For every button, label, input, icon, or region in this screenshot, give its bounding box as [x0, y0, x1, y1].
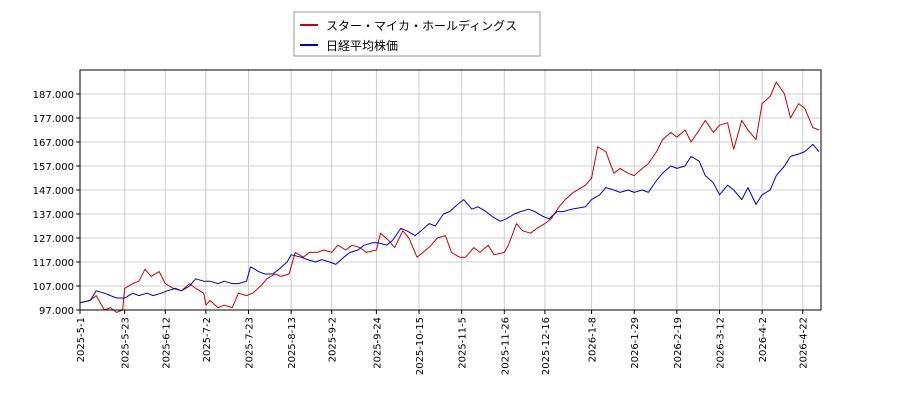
y-tick-label: 97.000	[39, 306, 74, 317]
y-tick-label: 107.000	[33, 282, 74, 293]
x-tick-label: 2026-1-29	[630, 317, 641, 369]
x-tick-label: 2026-1-8	[588, 317, 599, 362]
x-tick-label: 2026-4-2	[758, 317, 769, 362]
series-line-0	[79, 81, 820, 313]
x-tick-label: 2025-10-15	[415, 317, 426, 375]
legend-label-series-0: スター・マイカ・ホールディングス	[326, 18, 517, 33]
y-tick-label: 137.000	[33, 210, 74, 221]
x-axis: 2025-5-1 2025-5-23 2025-6-12 2025-7-2 2025-7…	[76, 310, 810, 375]
series-line-1	[79, 143, 820, 304]
x-tick-label: 2025-9-2	[328, 317, 339, 362]
y-tick-label: 157.000	[33, 162, 74, 173]
y-axis: 97.000 107.000 117.000 127.000 137.000 147.00…	[33, 90, 80, 317]
x-tick-label: 2025-5-1	[76, 317, 87, 362]
x-tick-label: 2025-11-5	[458, 317, 469, 369]
y-tick-label: 177.000	[33, 114, 74, 125]
x-tick-label: 2026-2-19	[673, 317, 684, 369]
x-tick-label: 2026-4-22	[799, 317, 810, 369]
legend-label-series-1: 日経平均株価	[326, 38, 398, 53]
y-tick-label: 167.000	[33, 138, 74, 149]
y-tick-label: 127.000	[33, 234, 74, 245]
y-tick-label: 187.000	[33, 90, 74, 101]
legend: スター・マイカ・ホールディングス 日経平均株価	[293, 11, 541, 57]
x-tick-label: 2025-7-2	[202, 317, 213, 362]
series-lines	[79, 81, 820, 313]
x-tick-label: 2025-6-12	[161, 317, 172, 369]
y-tick-label: 147.000	[33, 186, 74, 197]
x-tick-label: 2025-7-23	[245, 317, 256, 369]
legend-box	[293, 11, 541, 57]
x-tick-label: 2025-12-16	[541, 317, 552, 375]
y-tick-label: 117.000	[33, 258, 74, 269]
x-tick-label: 2025-8-13	[287, 317, 298, 369]
x-tick-label: 2025-5-23	[121, 317, 132, 369]
x-tick-label: 2025-11-26	[500, 317, 511, 375]
x-tick-label: 2026-3-12	[715, 317, 726, 369]
x-tick-label: 2025-9-24	[372, 317, 383, 369]
